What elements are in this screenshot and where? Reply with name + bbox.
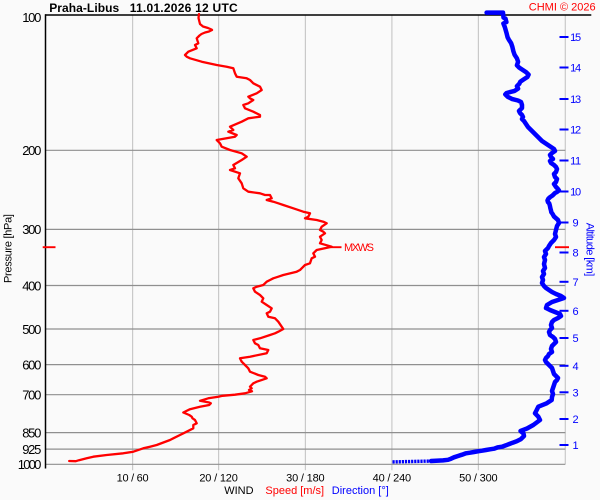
svg-text:600: 600 <box>22 357 41 372</box>
svg-text:4: 4 <box>573 361 579 373</box>
svg-text:11: 11 <box>570 156 581 168</box>
svg-text:12: 12 <box>570 125 581 137</box>
svg-text:50 / 300: 50 / 300 <box>459 472 498 484</box>
svg-text:Altitude [km]: Altitude [km] <box>584 223 596 277</box>
svg-text:10: 10 <box>570 187 581 199</box>
svg-text:7: 7 <box>573 277 579 289</box>
svg-text:1: 1 <box>573 440 579 452</box>
svg-text:925: 925 <box>22 442 41 457</box>
svg-text:100: 100 <box>22 10 41 25</box>
svg-text:400: 400 <box>22 278 41 293</box>
svg-text:Praha-Libus: Praha-Libus <box>49 1 119 15</box>
svg-text:1000: 1000 <box>18 457 42 472</box>
svg-text:700: 700 <box>22 388 41 403</box>
svg-text:300: 300 <box>22 222 41 237</box>
svg-text:15: 15 <box>570 32 581 44</box>
svg-text:9: 9 <box>573 218 579 230</box>
svg-text:Direction [°]: Direction [°] <box>332 485 389 497</box>
svg-text:MXWS: MXWS <box>344 242 374 254</box>
svg-text:30 / 180: 30 / 180 <box>286 472 325 484</box>
svg-text:14: 14 <box>570 63 581 75</box>
svg-text:3: 3 <box>573 387 579 399</box>
svg-text:6: 6 <box>573 306 579 318</box>
svg-text:WIND: WIND <box>224 485 253 497</box>
svg-text:11.01.2026 12 UTC: 11.01.2026 12 UTC <box>130 1 238 15</box>
svg-text:2: 2 <box>573 414 579 426</box>
svg-text:CHMI © 2026: CHMI © 2026 <box>529 2 596 14</box>
svg-text:Speed [m/s]: Speed [m/s] <box>265 485 324 497</box>
svg-text:20 / 120: 20 / 120 <box>199 472 238 484</box>
svg-text:500: 500 <box>22 322 41 337</box>
svg-text:Pressure [hPa]: Pressure [hPa] <box>3 214 15 283</box>
svg-text:5: 5 <box>573 333 579 345</box>
svg-text:40 / 240: 40 / 240 <box>373 472 412 484</box>
svg-text:10 / 60: 10 / 60 <box>117 472 149 484</box>
svg-text:8: 8 <box>573 248 579 260</box>
svg-text:13: 13 <box>570 94 581 106</box>
svg-text:850: 850 <box>22 425 41 440</box>
svg-text:200: 200 <box>22 143 41 158</box>
